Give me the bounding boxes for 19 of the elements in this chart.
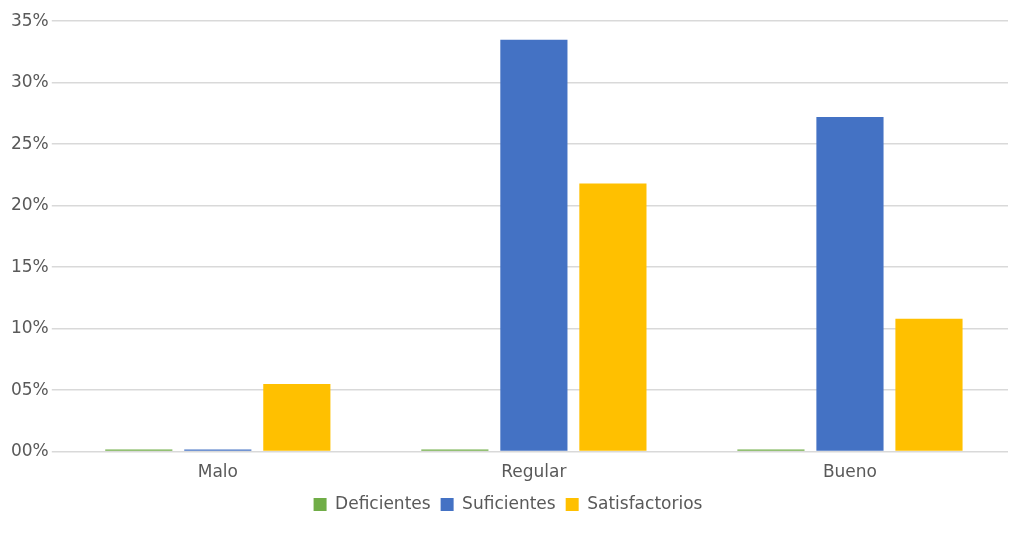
y-tick-label: 20% [10,194,49,215]
y-tick-label: 00% [10,440,49,461]
x-tick-label: Regular [501,461,567,482]
y-tick-label: 10% [10,317,49,338]
y-tick-label: 35% [10,9,49,30]
y-tick-label: 05% [10,378,49,399]
bar [263,383,331,451]
legend-label: Satisfactorios [587,492,703,513]
legend-label: Deficientes [335,492,431,513]
x-tick-label: Malo [197,461,238,482]
x-tick-label: Bueno [822,461,877,482]
bar [500,39,568,451]
legend-label: Suficientes [462,492,556,513]
bar [579,183,647,451]
bar [895,318,963,451]
y-tick-label: 15% [10,255,49,276]
y-tick-label: 30% [10,71,49,92]
bar [816,117,884,451]
y-tick-label: 25% [10,132,49,153]
